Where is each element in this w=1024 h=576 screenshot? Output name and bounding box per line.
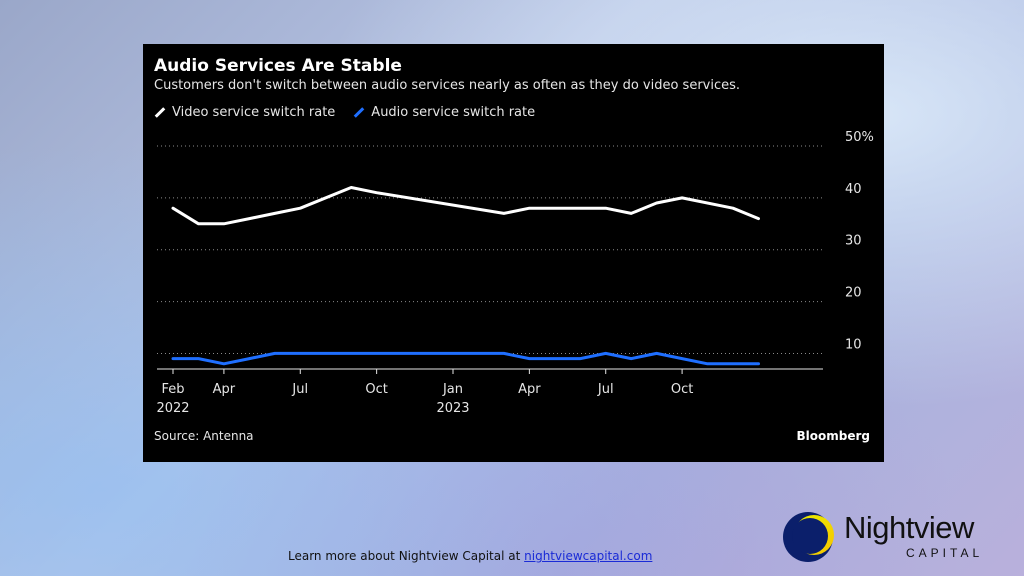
footer-link[interactable]: nightviewcapital.com — [524, 549, 653, 563]
x-tick-label-1: Apr — [213, 382, 236, 397]
legend-label-video: Video service switch rate — [172, 105, 336, 120]
y-tick-label-0: 10 — [845, 337, 862, 352]
series-line-audio — [171, 351, 760, 366]
x-tick-sublabel-4: 2023 — [436, 401, 469, 416]
chart-title: Audio Services Are Stable — [154, 56, 402, 76]
crescent-moon-icon — [783, 512, 834, 562]
x-tick-label-0: Feb — [161, 382, 184, 397]
y-tick-label-1: 20 — [845, 286, 862, 301]
x-tick-label-7: Oct — [671, 382, 693, 397]
y-tick-label-2: 30 — [845, 234, 862, 249]
x-tick-sublabel-0: 2022 — [156, 401, 189, 416]
x-tick-label-2: Jul — [291, 382, 308, 397]
chart-subtitle: Customers don't switch between audio ser… — [154, 78, 741, 93]
x-tick-label-3: Oct — [365, 382, 387, 397]
x-tick-label-4: Jan — [442, 382, 463, 397]
chart-panel: Audio Services Are Stable Customers don'… — [143, 44, 884, 462]
footer-text: Learn more about Nightview Capital at ni… — [288, 549, 652, 563]
nightview-logo: Nightview CAPITAL — [780, 508, 1010, 566]
logo-wordmark: Nightview — [844, 510, 974, 545]
series-line-video — [171, 186, 760, 226]
x-tick-label-6: Jul — [597, 382, 614, 397]
bloomberg-logo: Bloomberg — [796, 429, 871, 443]
y-tick-label-3: 40 — [845, 182, 862, 197]
legend-item-audio: Audio service switch rate — [353, 105, 535, 120]
y-tick-label-4: 50% — [845, 130, 874, 145]
legend: Video service switch rate Audio service … — [154, 105, 535, 120]
logo-subtext: CAPITAL — [906, 546, 984, 560]
legend-label-audio: Audio service switch rate — [371, 105, 536, 120]
legend-item-video: Video service switch rate — [154, 105, 335, 120]
chart-source: Source: Antenna — [154, 429, 254, 443]
line-chart-plot: 10 20 30 40 50% Feb 2022 Apr Jul Oct Jan 2023 Apr Jul… — [156, 130, 874, 416]
x-tick-label-5: Apr — [518, 382, 541, 397]
footer-label: Learn more about Nightview Capital at — [288, 549, 525, 563]
